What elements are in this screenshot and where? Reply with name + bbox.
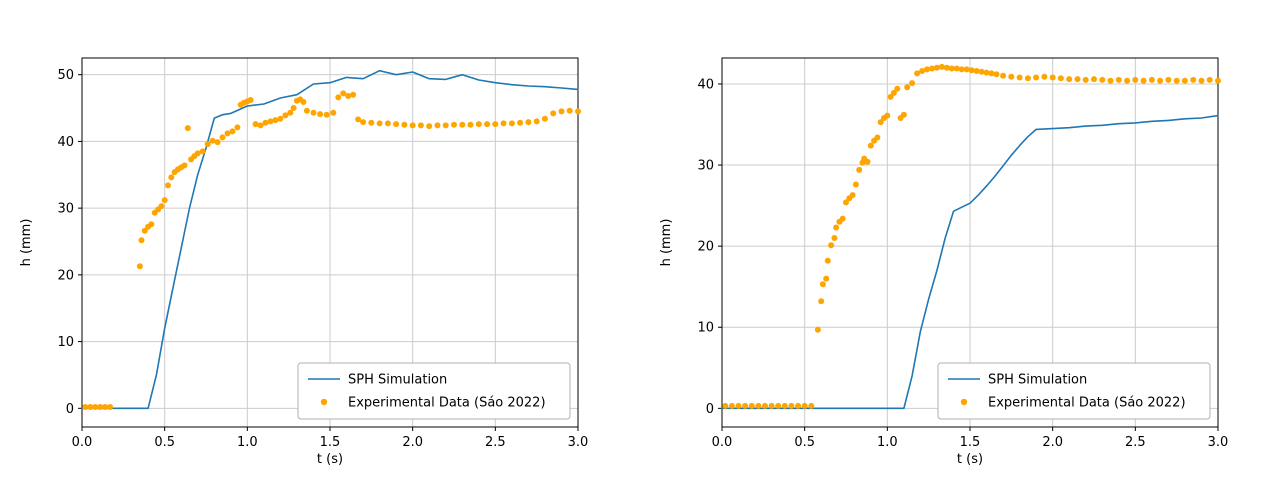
y-tick-label: 50: [57, 68, 74, 83]
x-tick-label: 1.5: [320, 435, 341, 450]
x-axis-label: t (s): [957, 452, 983, 467]
chart-right-svg: 0.0 0.5 1.0 1.5 2.0 2.5 3.0 0 10 20 30 40 t (s) h (mm…: [659, 57, 1228, 467]
experimental-data-scatter: [722, 63, 1221, 409]
sph-simulation-line: [81, 69, 579, 410]
legend-entry-label: SPH Simulation: [348, 373, 447, 388]
chart-left: 0.0 0.5 1.0 1.5 2.0 2.5 3.0 0 10 20 30 40 50 t (s) h (…: [19, 57, 588, 467]
x-tick-label: 2.5: [485, 435, 506, 450]
y-tick-label: 0: [706, 402, 714, 417]
y-tick-label: 10: [57, 335, 74, 350]
ticks: 0.0 0.5 1.0 1.5 2.0 2.5 3.0 0 10 20 30 40: [697, 77, 1228, 450]
x-tick-label: 0.0: [72, 435, 93, 450]
legend: SPH Simulation Experimental Data (Sáo 202…: [937, 362, 1211, 420]
y-tick-label: 30: [697, 159, 714, 174]
y-axis-label: h (mm): [659, 219, 674, 267]
x-tick-label: 3.0: [1208, 435, 1229, 450]
y-axis-label: h (mm): [19, 219, 34, 267]
y-tick-label: 40: [697, 77, 714, 92]
y-tick-label: 0: [66, 402, 74, 417]
legend: SPH Simulation Experimental Data (Sáo 202…: [297, 362, 571, 420]
sph-simulation-line: [721, 114, 1219, 410]
legend-entry-label: Experimental Data (Sáo 2022): [348, 396, 546, 411]
legend-entry-label: Experimental Data (Sáo 2022): [988, 396, 1186, 411]
experimental-data-scatter: [82, 90, 581, 410]
y-tick-label: 30: [57, 202, 74, 217]
x-tick-label: 2.0: [402, 435, 423, 450]
legend-frame: [937, 362, 1211, 420]
ticks: 0.0 0.5 1.0 1.5 2.0 2.5 3.0 0 10 20 30 40 50: [57, 68, 588, 450]
y-tick-label: 40: [57, 135, 74, 150]
chart-right: 0.0 0.5 1.0 1.5 2.0 2.5 3.0 0 10 20 30 40 t (s) h (mm…: [640, 0, 1280, 480]
x-tick-label: 1.0: [877, 435, 898, 450]
x-tick-label: 0.5: [794, 435, 815, 450]
legend-entry-label: SPH Simulation: [988, 373, 1087, 388]
x-tick-label: 1.5: [960, 435, 981, 450]
legend-frame: [297, 362, 571, 420]
y-tick-label: 10: [697, 321, 714, 336]
y-tick-label: 20: [57, 268, 74, 283]
x-tick-label: 0.0: [712, 435, 733, 450]
x-tick-label: 2.0: [1042, 435, 1063, 450]
legend-dot-sample: [960, 398, 968, 406]
gridlines: [81, 58, 579, 427]
chart-left-svg: 0.0 0.5 1.0 1.5 2.0 2.5 3.0 0 10 20 30 40 50 t (s) h (…: [19, 57, 588, 467]
x-tick-label: 3.0: [568, 435, 589, 450]
legend-dot-sample: [320, 398, 328, 406]
y-tick-label: 20: [697, 240, 714, 255]
x-tick-label: 1.0: [237, 435, 258, 450]
x-tick-label: 2.5: [1125, 435, 1146, 450]
x-axis-label: t (s): [317, 452, 343, 467]
x-tick-label: 0.5: [154, 435, 175, 450]
